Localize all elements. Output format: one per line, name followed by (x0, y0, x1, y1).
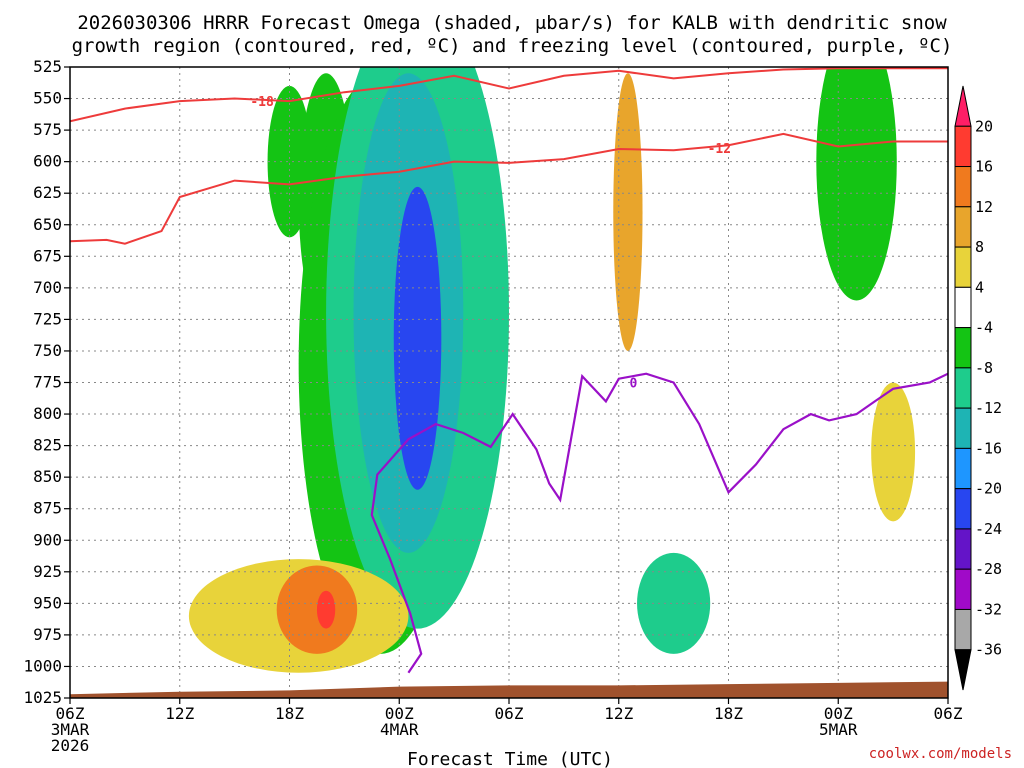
chart-title-line2: growth region (contoured, red, ºC) and f… (72, 35, 953, 57)
y-tick-label-7: 700 (33, 278, 62, 297)
y-tick-label-20: 1025 (23, 688, 62, 707)
y-tick-label-5: 650 (33, 215, 62, 234)
colorbar-label-5: -4 (975, 319, 993, 337)
y-tick-label-2: 575 (33, 120, 62, 139)
omega-feature-11 (816, 67, 897, 301)
x-tick-label-1: 12Z (165, 704, 194, 723)
date-label-2-0: 5MAR (819, 720, 858, 739)
red-contour-dgz-top (70, 67, 948, 123)
colorbar-bin-9 (954, 447, 972, 490)
colorbar-bin-5 (954, 286, 972, 329)
purple-freezing-level (370, 372, 948, 674)
x-tick-label-2: 18Z (275, 704, 304, 723)
omega-feature-7 (276, 565, 358, 654)
x-tick-label-7: 00Z (824, 704, 853, 723)
y-tick-label-13: 850 (33, 467, 62, 486)
colorbar-bin-8 (954, 407, 972, 449)
colorbar-label-6: -8 (975, 359, 993, 377)
y-tick-label-14: 875 (33, 499, 62, 518)
colorbar: 20 16 12 8 4 -4 -8 -12 -16 -20 -24 -28 -32 -36 (954, 85, 1002, 691)
omega-feature-10 (637, 552, 711, 654)
contours: -18 -12 0 (70, 67, 948, 674)
colorbar-bin-11 (954, 528, 972, 570)
y-tick-label-16: 925 (33, 562, 62, 581)
x-axis-label: Forecast Time (UTC) (407, 749, 613, 768)
colorbar-label-9: -20 (975, 480, 1002, 498)
y-tick-label-18: 975 (33, 625, 62, 644)
x-tick-label-0: 06Z (56, 704, 85, 723)
y-tick-label-1: 550 (33, 89, 62, 108)
colorbar-label-0: 20 (975, 117, 993, 135)
colorbar-bin-3 (954, 206, 972, 248)
omega-feature-5 (393, 186, 442, 490)
y-tick-label-15: 900 (33, 530, 62, 549)
y-tick-label-0: 525 (33, 57, 62, 76)
omega-shading (188, 67, 916, 673)
colorbar-bin-2 (954, 166, 972, 208)
colorbar-bin-6 (954, 327, 972, 369)
y-tick-label-8: 725 (33, 309, 62, 328)
red-contour-dgz-bottom (70, 132, 948, 245)
y-tick-label-3: 600 (33, 152, 62, 171)
y-tick-label-4: 625 (33, 183, 62, 202)
credit-text: coolwx.com/models (869, 746, 1012, 762)
colorbar-label-2: 12 (975, 198, 993, 216)
y-tick-label-11: 800 (33, 404, 62, 423)
colorbar-label-4: 4 (975, 278, 984, 296)
colorbar-bottom-arrow (954, 649, 972, 691)
date-label-1-0: 4MAR (380, 720, 419, 739)
y-tick-label-19: 1000 (23, 656, 62, 675)
colorbar-bin-4 (954, 246, 972, 288)
colorbar-top-arrow (954, 85, 972, 127)
x-tick-label-5: 12Z (604, 704, 633, 723)
omega-feature-8 (316, 590, 336, 629)
red-contour-label-top: -18 (250, 95, 274, 110)
date-label-0-0: 3MAR (51, 720, 90, 739)
x-tick-label-4: 06Z (495, 704, 524, 723)
colorbar-bin-1 (954, 125, 972, 168)
colorbar-label-7: -12 (975, 399, 1002, 417)
date-label-0-1: 2026 (51, 736, 90, 755)
colorbar-bin-12 (954, 568, 972, 610)
gridlines (70, 67, 948, 698)
chart-title-line1: 2026030306 HRRR Forecast Omega (shaded, … (77, 12, 947, 34)
y-tick-label-9: 750 (33, 341, 62, 360)
colorbar-label-10: -24 (975, 520, 1002, 538)
colorbar-label-11: -28 (975, 560, 1002, 578)
y-tick-label-17: 950 (33, 593, 62, 612)
omega-feature-12 (871, 382, 916, 522)
terrain-fill (70, 681, 948, 698)
x-tick-label-6: 18Z (714, 704, 743, 723)
y-axis: 525 550 575 600 625 650 675 700 725 750 775 800 825 8… (23, 57, 70, 707)
purple-contour-label: 0 (629, 377, 637, 392)
colorbar-bin-13 (954, 608, 972, 651)
colorbar-label-8: -16 (975, 439, 1002, 457)
y-tick-label-10: 775 (33, 373, 62, 392)
colorbar-bin-10 (954, 488, 972, 530)
x-tick-label-8: 06Z (934, 704, 963, 723)
x-tick-label-3: 00Z (385, 704, 414, 723)
colorbar-bin-7 (954, 367, 972, 409)
colorbar-label-12: -32 (975, 600, 1002, 618)
colorbar-label-1: 16 (975, 158, 993, 176)
red-contour-label-bottom: -12 (708, 142, 731, 157)
y-tick-label-12: 825 (33, 436, 62, 455)
colorbar-label-3: 8 (975, 238, 984, 256)
colorbar-label-13: -36 (975, 641, 1002, 659)
terrain-ground (70, 681, 948, 698)
omega-feature-9 (613, 73, 643, 351)
y-tick-label-6: 675 (33, 246, 62, 265)
